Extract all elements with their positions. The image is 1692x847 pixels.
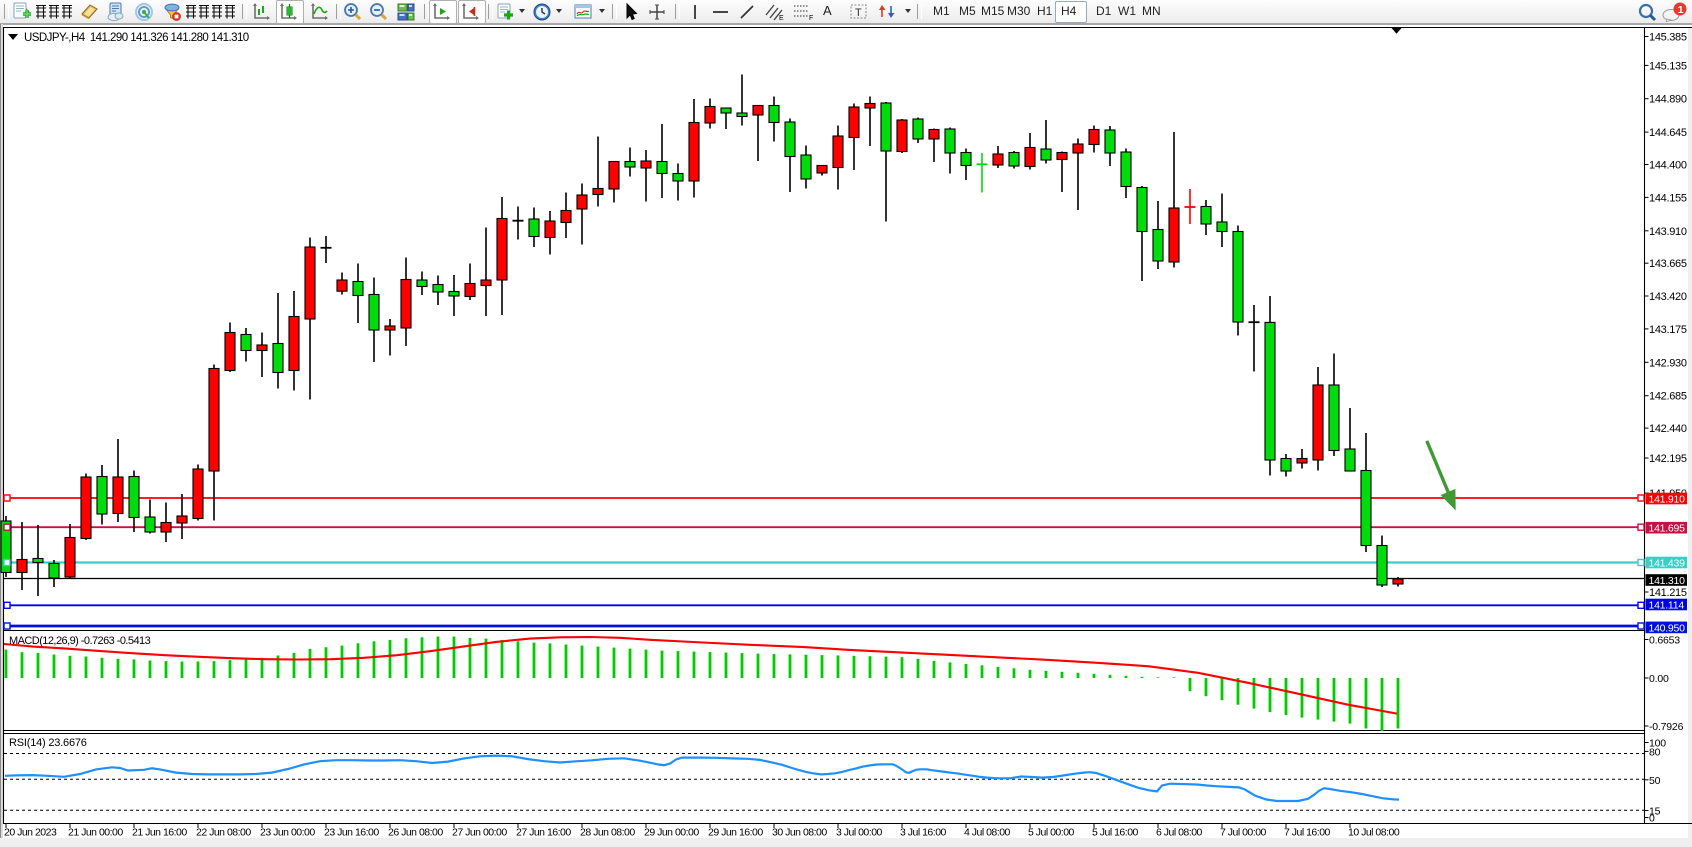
svg-text:144.155: 144.155 — [1649, 192, 1687, 204]
svg-text:141.114: 141.114 — [1649, 600, 1685, 612]
svg-text:29 Jun 00:00: 29 Jun 00:00 — [644, 827, 699, 839]
svg-text:21 Jun 00:00: 21 Jun 00:00 — [68, 827, 123, 839]
svg-text:23 Jun 16:00: 23 Jun 16:00 — [324, 827, 379, 839]
svg-text:141.310: 141.310 — [1649, 575, 1686, 587]
svg-text:26 Jun 08:00: 26 Jun 08:00 — [388, 827, 443, 839]
svg-text:6 Jul 08:00: 6 Jul 08:00 — [1156, 827, 1203, 839]
svg-text:-0.7926: -0.7926 — [1649, 721, 1684, 733]
svg-text:142.195: 142.195 — [1649, 453, 1687, 465]
svg-text:0: 0 — [1649, 813, 1655, 825]
svg-text:143.420: 143.420 — [1649, 291, 1687, 303]
svg-text:141.910: 141.910 — [1649, 494, 1686, 506]
svg-text:3 Jul 00:00: 3 Jul 00:00 — [836, 827, 883, 839]
svg-text:3 Jul 16:00: 3 Jul 16:00 — [900, 827, 947, 839]
svg-text:E: E — [779, 15, 784, 22]
svg-text:28 Jun 08:00: 28 Jun 08:00 — [580, 827, 635, 839]
svg-text:MACD(12,26,9) -0.7263 -0.5413: MACD(12,26,9) -0.7263 -0.5413 — [9, 635, 151, 647]
svg-text:145.385: 145.385 — [1649, 32, 1687, 44]
svg-text:23 Jun 00:00: 23 Jun 00:00 — [260, 827, 315, 839]
svg-text:F: F — [809, 15, 813, 22]
svg-text:144.645: 144.645 — [1649, 127, 1687, 139]
svg-text:7 Jul 00:00: 7 Jul 00:00 — [1220, 827, 1267, 839]
svg-text:100: 100 — [1649, 738, 1666, 750]
svg-text:0.6653: 0.6653 — [1649, 635, 1680, 647]
svg-text:143.665: 143.665 — [1649, 258, 1687, 270]
svg-text:20 Jun 2023: 20 Jun 2023 — [4, 827, 57, 839]
svg-text:140.950: 140.950 — [1649, 622, 1686, 634]
svg-text:30 Jun 08:00: 30 Jun 08:00 — [772, 827, 827, 839]
svg-text:RSI(14) 23.6676: RSI(14) 23.6676 — [9, 737, 87, 749]
svg-text:29 Jun 16:00: 29 Jun 16:00 — [708, 827, 763, 839]
svg-text:21 Jun 16:00: 21 Jun 16:00 — [132, 827, 187, 839]
svg-text:142.930: 142.930 — [1649, 357, 1687, 369]
svg-text:4 Jul 08:00: 4 Jul 08:00 — [964, 827, 1011, 839]
svg-text:1: 1 — [1678, 4, 1684, 16]
svg-text:144.890: 144.890 — [1649, 94, 1687, 106]
svg-text:143.175: 143.175 — [1649, 324, 1687, 336]
svg-text:27 Jun 00:00: 27 Jun 00:00 — [452, 827, 507, 839]
svg-text:10 Jul 08:00: 10 Jul 08:00 — [1348, 827, 1400, 839]
svg-text:T: T — [855, 7, 862, 19]
svg-text:5 Jul 16:00: 5 Jul 16:00 — [1092, 827, 1139, 839]
svg-text:22 Jun 08:00: 22 Jun 08:00 — [196, 827, 251, 839]
svg-text:142.440: 142.440 — [1649, 423, 1687, 435]
svg-text:144.400: 144.400 — [1649, 160, 1687, 172]
svg-text:141.695: 141.695 — [1649, 523, 1686, 535]
svg-text:50: 50 — [1649, 775, 1661, 787]
svg-text:143.910: 143.910 — [1649, 226, 1687, 238]
svg-text:15: 15 — [1649, 806, 1661, 818]
svg-text:5 Jul 00:00: 5 Jul 00:00 — [1028, 827, 1075, 839]
svg-text:7 Jul 16:00: 7 Jul 16:00 — [1284, 827, 1331, 839]
svg-text:27 Jun 16:00: 27 Jun 16:00 — [516, 827, 571, 839]
svg-text:USDJPY-,H4 141.290 141.326 14: USDJPY-,H4 141.290 141.326 141.280 141.3… — [24, 32, 249, 44]
svg-text:0.00: 0.00 — [1649, 673, 1669, 685]
svg-text:141.215: 141.215 — [1649, 587, 1687, 599]
svg-text:141.439: 141.439 — [1649, 558, 1686, 570]
svg-text:80: 80 — [1649, 746, 1661, 758]
svg-text:142.685: 142.685 — [1649, 391, 1687, 403]
svg-text:145.135: 145.135 — [1649, 60, 1687, 72]
